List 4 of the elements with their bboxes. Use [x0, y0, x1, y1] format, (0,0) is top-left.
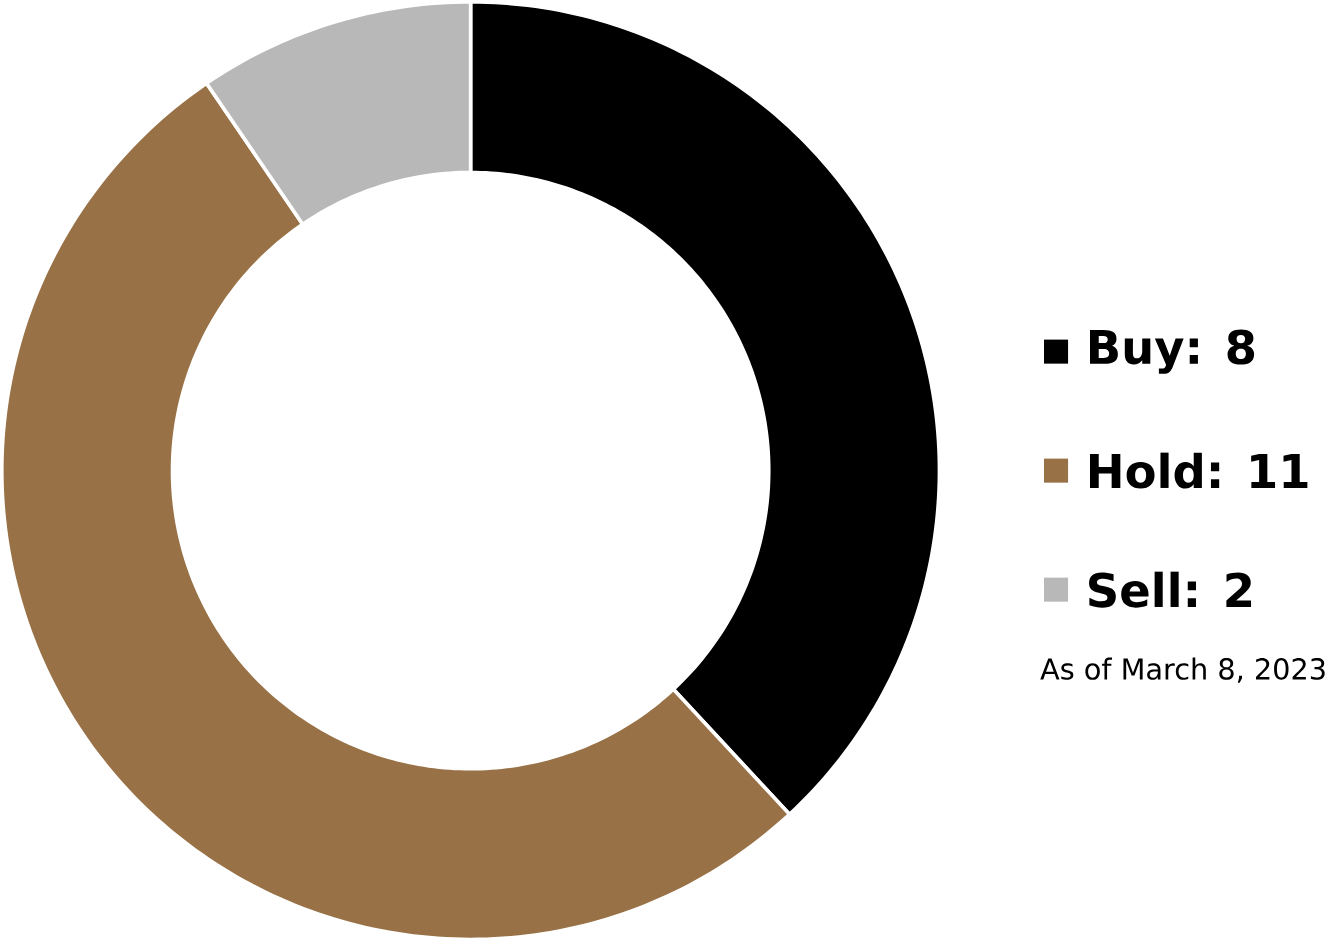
text: As of March 8, 2023 [1040, 657, 1325, 683]
legend-label: Sell: 2 [1089, 571, 1252, 608]
legend-label: Hold: 11 [1089, 452, 1308, 489]
legend-label: Buy: 8 [1089, 329, 1255, 374]
